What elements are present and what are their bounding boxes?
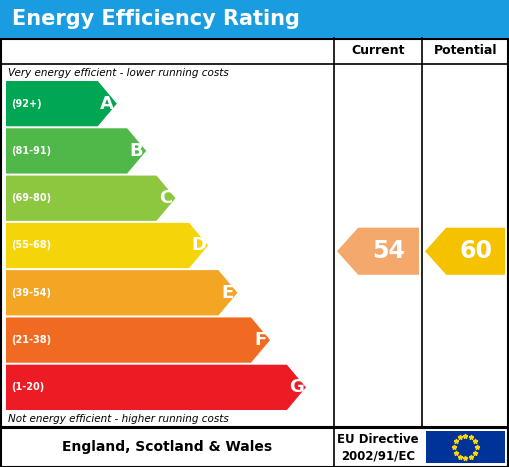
Bar — [1, 427, 508, 467]
Text: E: E — [222, 284, 234, 302]
Text: Potential: Potential — [434, 44, 497, 57]
Text: 54: 54 — [372, 239, 405, 263]
Polygon shape — [425, 228, 505, 275]
Text: Energy Efficiency Rating: Energy Efficiency Rating — [12, 9, 300, 29]
Polygon shape — [6, 128, 146, 174]
Text: A: A — [100, 95, 114, 113]
Polygon shape — [337, 228, 419, 275]
Text: 2002/91/EC: 2002/91/EC — [341, 449, 415, 462]
Bar — [1, 38, 508, 426]
Polygon shape — [6, 176, 176, 221]
Text: (69-80): (69-80) — [11, 193, 51, 203]
Text: Not energy efficient - higher running costs: Not energy efficient - higher running co… — [8, 413, 229, 424]
Text: (21-38): (21-38) — [11, 335, 51, 345]
Text: Very energy efficient - lower running costs: Very energy efficient - lower running co… — [8, 68, 229, 78]
Text: (55-68): (55-68) — [11, 241, 51, 250]
Text: (39-54): (39-54) — [11, 288, 51, 298]
Text: D: D — [191, 236, 206, 255]
Bar — [0, 0, 509, 38]
Text: (81-91): (81-91) — [11, 146, 51, 156]
Polygon shape — [6, 223, 208, 268]
Polygon shape — [6, 365, 306, 410]
Text: 60: 60 — [459, 239, 492, 263]
Text: England, Scotland & Wales: England, Scotland & Wales — [62, 440, 272, 454]
Bar — [426, 431, 505, 463]
Text: F: F — [254, 331, 267, 349]
Text: (92+): (92+) — [11, 99, 42, 109]
Polygon shape — [6, 81, 117, 126]
Text: EU Directive: EU Directive — [337, 433, 419, 446]
Text: B: B — [130, 142, 144, 160]
Text: G: G — [289, 378, 304, 396]
Polygon shape — [6, 318, 270, 363]
Polygon shape — [6, 270, 238, 315]
Text: C: C — [159, 189, 173, 207]
Text: (1-20): (1-20) — [11, 382, 44, 392]
Text: Current: Current — [351, 44, 405, 57]
